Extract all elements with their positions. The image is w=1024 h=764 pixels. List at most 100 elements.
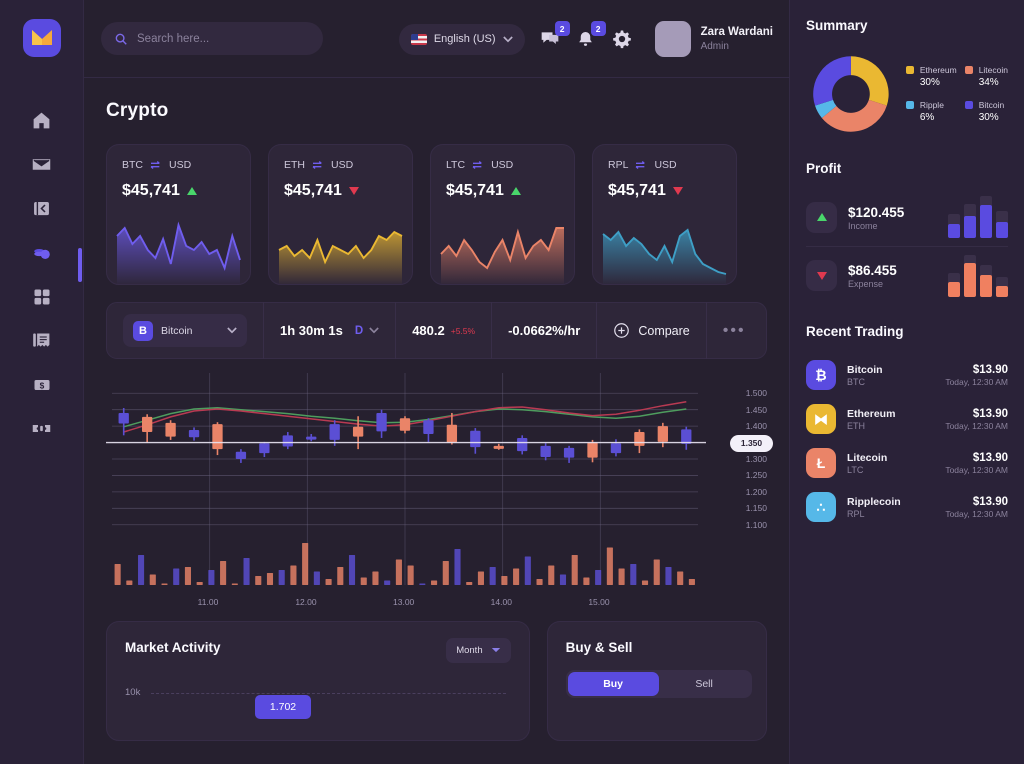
- volume-bar: [173, 568, 180, 585]
- volume-bar: [419, 583, 426, 585]
- ticker-card[interactable]: ETH USD $45,741: [268, 144, 413, 285]
- volume-bar: [513, 568, 520, 585]
- trade-coin-name: Ripplecoin: [847, 496, 901, 508]
- trade-coin-name: Litecoin: [847, 452, 888, 464]
- toolbar-rate-cell: -0.0662%/hr: [492, 302, 598, 359]
- language-selector[interactable]: English (US): [398, 23, 525, 55]
- toolbar-interval-cell[interactable]: 1h 30m 1s D: [264, 302, 397, 359]
- search-box[interactable]: [101, 22, 323, 55]
- chat-button[interactable]: 2: [539, 21, 570, 50]
- compare-button[interactable]: Compare: [613, 322, 690, 339]
- legend-header: Bitcoin: [964, 100, 1008, 110]
- page-title: Crypto: [106, 100, 169, 121]
- trade-row[interactable]: ∴ Ripplecoin RPL $13.90 Today, 12:30 AM: [806, 485, 1008, 529]
- user-role: Admin: [700, 40, 729, 52]
- profit-row: $120.455 Income: [806, 188, 1008, 246]
- volume-bar: [653, 559, 660, 585]
- eth-coin-icon: ⧓: [806, 404, 836, 434]
- profit-bar-fill: [996, 285, 1008, 297]
- toolbar-value: 480.2: [412, 323, 445, 338]
- search-input[interactable]: [137, 32, 297, 45]
- candle: [306, 436, 317, 440]
- donut-slice[interactable]: [813, 56, 851, 106]
- swap-arrows-icon: [635, 160, 646, 170]
- x-axis-tick: 14.00: [490, 597, 512, 607]
- volume-bar: [255, 576, 262, 585]
- profit-text: $86.455 Expense: [848, 262, 948, 289]
- ticker-price: $45,741: [446, 182, 504, 199]
- market-activity-range-selector[interactable]: Month: [446, 638, 511, 663]
- trade-amount: $13.90: [972, 364, 1008, 376]
- card-icon: [34, 201, 49, 216]
- volume-bar: [466, 582, 473, 585]
- chevron-down-icon: [369, 327, 379, 334]
- donut-slice[interactable]: [850, 56, 889, 106]
- donut-slice[interactable]: [821, 99, 887, 132]
- tab-sell[interactable]: Sell: [695, 678, 713, 690]
- sidebar-item-cards[interactable]: [20, 195, 64, 222]
- volume-bar: [231, 583, 238, 585]
- ticker-card[interactable]: LTC USD $45,741: [430, 144, 575, 285]
- profit-bar-fill: [948, 224, 960, 238]
- profit-bar: [980, 196, 992, 238]
- top-bar-right: English (US) 2: [398, 0, 789, 78]
- notifications-button[interactable]: 2: [575, 21, 606, 50]
- ticker-base: RPL: [608, 159, 629, 171]
- profit-amount: $120.455: [848, 204, 905, 220]
- coin-selector[interactable]: B Bitcoin: [123, 314, 247, 347]
- sidebar-item-crypto[interactable]: [20, 239, 64, 266]
- svg-text:$: $: [39, 380, 44, 390]
- ticket-icon: [32, 425, 51, 432]
- buy-sell-tabs: Buy Sell: [565, 670, 752, 698]
- legend-item: Ethereum 30%: [905, 65, 957, 88]
- ticker-sparkline: [440, 227, 564, 284]
- ticker-card[interactable]: BTC USD $45,741: [106, 144, 251, 285]
- brand-logo[interactable]: [22, 19, 61, 57]
- interval-value: 1h 30m 1s: [280, 323, 343, 338]
- trade-time: Today, 12:30 AM: [945, 377, 1008, 387]
- profit-bar-fill: [980, 205, 992, 238]
- sidebar-item-payments[interactable]: $: [20, 371, 64, 398]
- sidebar-item-invoices[interactable]: [20, 327, 64, 354]
- trend-up-icon: [510, 187, 521, 195]
- volume-bar: [606, 547, 613, 585]
- tab-buy[interactable]: Buy: [567, 672, 659, 696]
- toolbar-compare-cell[interactable]: Compare: [597, 302, 707, 359]
- volume-bar: [595, 570, 602, 585]
- donut-slice[interactable]: [815, 99, 837, 119]
- market-activity-title: Market Activity: [125, 640, 221, 655]
- profit-bar: [996, 276, 1008, 297]
- sidebar-item-mail[interactable]: [20, 151, 64, 178]
- sidebar-item-tickets[interactable]: [20, 415, 64, 442]
- trade-row[interactable]: ⧓ Ethereum ETH $13.90 Today, 12:30 AM: [806, 397, 1008, 441]
- candlestick-chart[interactable]: 1.500 1.450 1.400 1.350 1.300 1.250 1.200 1.150…: [106, 373, 773, 595]
- trade-time: Today, 12:30 AM: [945, 421, 1008, 431]
- legend-color-dot: [964, 66, 973, 74]
- more-dots-icon[interactable]: •••: [722, 321, 746, 339]
- ticker-pair: LTC USD: [446, 159, 574, 171]
- us-flag-icon: [410, 33, 427, 45]
- user-profile[interactable]: Zara Wardani Admin: [654, 21, 773, 57]
- ticker-pair: RPL USD: [608, 159, 736, 171]
- ticker-card[interactable]: RPL USD $45,741: [592, 144, 737, 285]
- summary-title: Summary: [806, 18, 868, 33]
- ticker-quote: USD: [654, 159, 677, 171]
- toolbar-more-cell[interactable]: •••: [707, 302, 762, 359]
- volume-bar: [149, 574, 156, 585]
- candle: [517, 437, 528, 452]
- volume-bar: [384, 580, 391, 585]
- volume-bar: [489, 567, 496, 585]
- sidebar-item-home[interactable]: [20, 107, 64, 134]
- candlestick-chart-svg: [106, 373, 706, 585]
- settings-button[interactable]: [611, 28, 633, 50]
- volume-bar: [337, 567, 344, 585]
- volume-bar: [138, 555, 145, 585]
- swap-arrows-icon: [312, 160, 322, 170]
- trade-info: Bitcoin BTC: [847, 363, 945, 387]
- volume-bar: [501, 576, 508, 585]
- trade-row[interactable]: ₿ Bitcoin BTC $13.90 Today, 12:30 AM: [806, 353, 1008, 397]
- legend-header: Litecoin: [964, 65, 1008, 75]
- sidebar-item-apps[interactable]: [20, 283, 64, 310]
- trade-row[interactable]: Ł Litecoin LTC $13.90 Today, 12:30 AM: [806, 441, 1008, 485]
- candle: [329, 424, 340, 440]
